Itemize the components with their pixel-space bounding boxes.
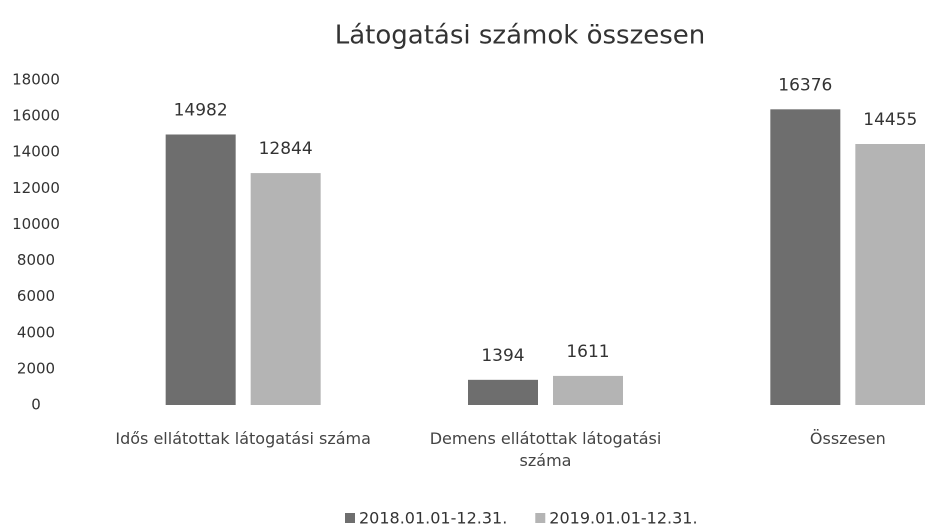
legend-swatch [345,513,355,523]
chart-title: Látogatási számok összesen [335,21,705,51]
legend-label: 2018.01.01-12.31. [359,509,507,528]
y-tick-label: 2000 [17,359,55,377]
y-tick-label: 16000 [12,107,60,125]
x-tick-label: Demens ellátottak látogatási száma [429,429,662,470]
bar [553,375,623,405]
legend-swatch [535,513,546,523]
y-tick-label: 14000 [12,143,60,161]
y-tick-label: 6000 [17,287,55,305]
y-tick-label: 0 [31,396,41,414]
data-label: 16376 [778,75,832,95]
x-tick-label: Összesen [809,429,886,448]
y-tick-label: 18000 [12,71,60,89]
bar [855,144,925,405]
data-label: 1394 [481,346,524,366]
y-tick-label: 10000 [12,215,60,233]
y-tick-label: 12000 [12,179,60,197]
x-tick-label: Idős ellátottak látogatási száma [115,429,371,448]
bar [770,109,841,406]
bar [165,134,236,405]
bar [468,379,538,405]
y-tick-label: 4000 [17,323,55,341]
legend-label: 2019.01.01-12.31. [549,509,697,528]
data-label: 1611 [566,342,609,362]
bar [250,173,321,405]
data-label: 12844 [259,139,313,159]
data-label: 14982 [174,100,228,120]
y-tick-label: 8000 [17,251,55,269]
data-label: 14455 [863,110,917,130]
